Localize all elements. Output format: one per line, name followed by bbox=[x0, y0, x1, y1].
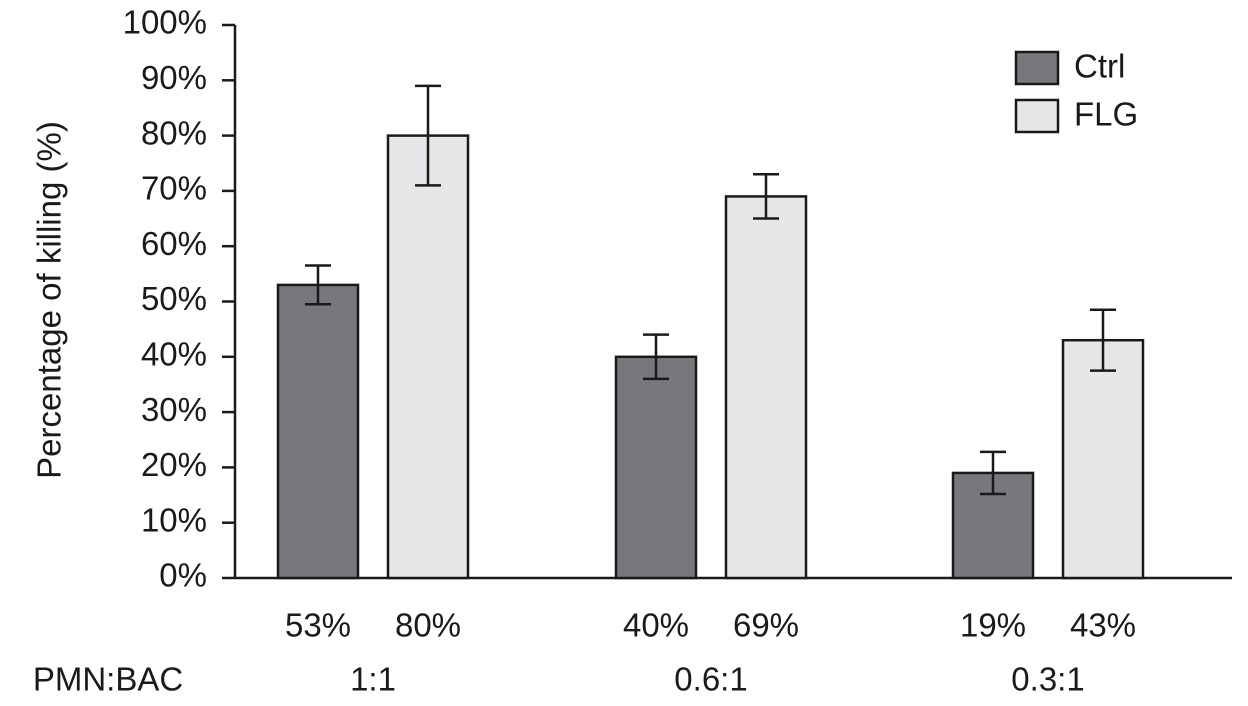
bar bbox=[1061, 338, 1145, 580]
bar bbox=[724, 195, 808, 580]
legend-label: FLG bbox=[1074, 96, 1138, 133]
bar bbox=[614, 355, 698, 580]
y-tick-label: 20% bbox=[141, 446, 207, 483]
error-bar bbox=[643, 333, 669, 381]
y-tick-label: 10% bbox=[141, 501, 207, 538]
error-bar bbox=[753, 173, 779, 220]
y-tick-label: 0% bbox=[159, 557, 207, 594]
y-tick-label: 60% bbox=[141, 225, 207, 262]
x-tick-label: 0.6:1 bbox=[674, 661, 747, 698]
y-tick-label: 90% bbox=[141, 59, 207, 96]
legend-swatch bbox=[1014, 50, 1060, 86]
y-tick-label: 30% bbox=[141, 391, 207, 428]
x-axis-title: PMN:BAC bbox=[33, 661, 183, 698]
y-tick-label: 100% bbox=[123, 4, 207, 41]
bar bbox=[276, 283, 360, 580]
value-label: 19% bbox=[960, 607, 1026, 644]
bar bbox=[386, 134, 470, 580]
error-bar bbox=[415, 84, 441, 187]
x-tick-label: 0.3:1 bbox=[1011, 661, 1084, 698]
value-label: 40% bbox=[623, 607, 689, 644]
legend-swatch bbox=[1014, 98, 1060, 134]
value-label: 69% bbox=[733, 607, 799, 644]
value-label: 80% bbox=[395, 607, 461, 644]
value-label: 53% bbox=[285, 607, 351, 644]
y-tick-label: 80% bbox=[141, 114, 207, 151]
error-bar bbox=[1090, 308, 1116, 372]
y-tick-label: 40% bbox=[141, 336, 207, 373]
y-axis-title: Percentage of killing (%) bbox=[31, 121, 68, 479]
y-tick-label: 70% bbox=[141, 170, 207, 207]
legend-label: Ctrl bbox=[1074, 48, 1125, 85]
x-tick-label: 1:1 bbox=[350, 661, 396, 698]
error-bar bbox=[305, 264, 331, 306]
error-bar bbox=[980, 450, 1006, 496]
y-tick-label: 50% bbox=[141, 280, 207, 317]
value-label: 43% bbox=[1070, 607, 1136, 644]
